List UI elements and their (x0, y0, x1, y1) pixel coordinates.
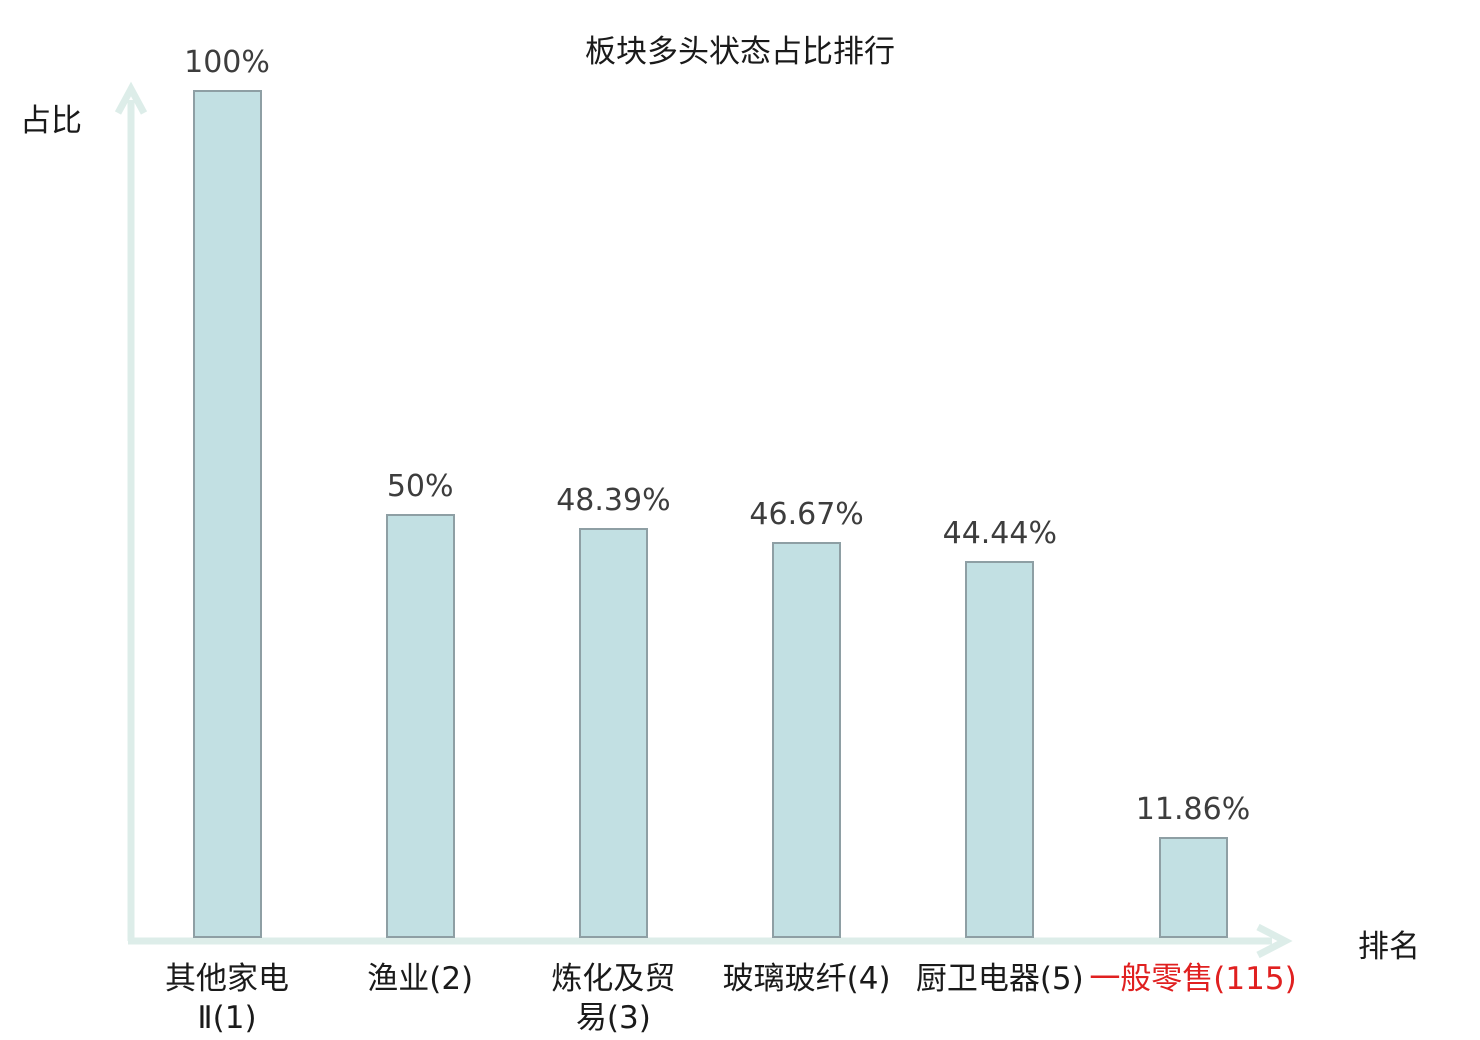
bar (578, 528, 648, 938)
bar (192, 90, 262, 938)
bar-value-label: 11.86% (1135, 792, 1251, 827)
bar-value-label: 50% (386, 469, 454, 504)
x-axis-label: 排名 (1358, 929, 1420, 965)
bar-value-label: 48.39% (556, 483, 671, 518)
y-axis-arrow-icon (114, 81, 148, 115)
y-axis-label: 占比 (20, 103, 82, 139)
bar-category-label: 炼化及贸 易(3) (551, 961, 676, 1036)
bar-value-label: 100% (184, 45, 270, 80)
bar (772, 542, 842, 938)
bar-category-label: 一般零售(115) (1089, 961, 1297, 997)
bar-value-label: 44.44% (942, 516, 1057, 551)
bar-category-label: 玻璃玻纤(4) (722, 961, 891, 997)
bar (965, 561, 1035, 938)
bar-category-label: 厨卫电器(5) (915, 961, 1084, 997)
bar-value-label: 46.67% (749, 497, 864, 532)
x-axis-arrow-icon (1256, 923, 1293, 959)
bar-category-label: 渔业(2) (367, 961, 474, 997)
chart-title: 板块多头状态占比排行 (585, 34, 895, 70)
bar (1158, 837, 1228, 938)
bar (385, 514, 455, 938)
bar-category-label: 其他家电 Ⅱ(1) (165, 961, 289, 1036)
